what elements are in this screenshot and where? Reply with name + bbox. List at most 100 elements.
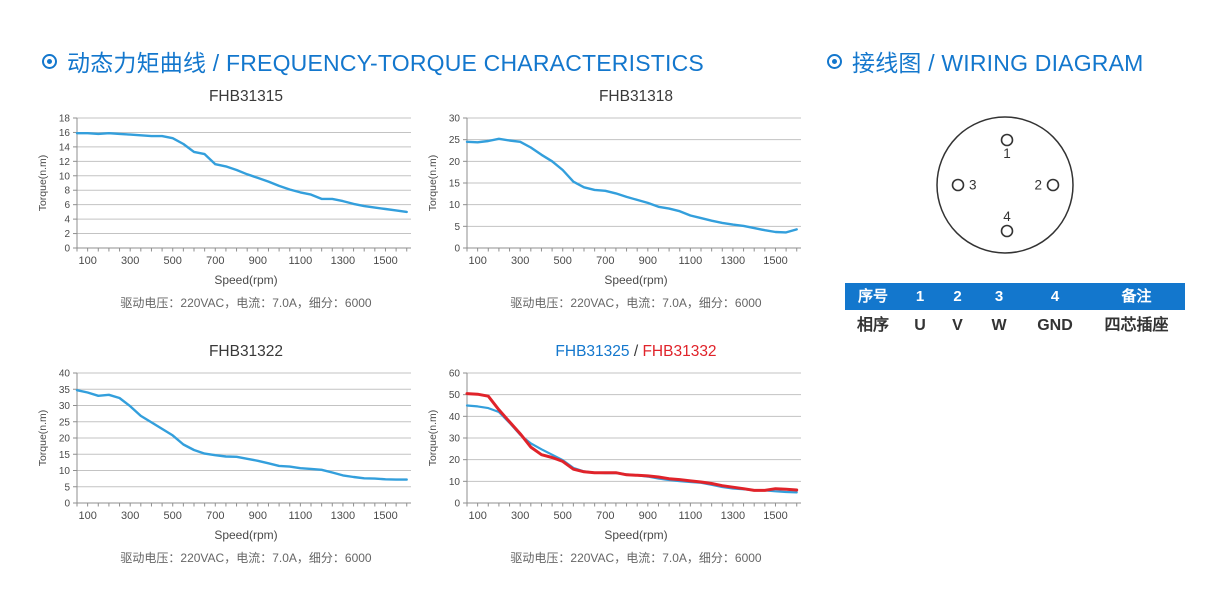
y-tick-label: 0 — [64, 244, 70, 255]
connector-shell-circle — [936, 116, 1074, 254]
y-tick-label: 30 — [449, 114, 461, 125]
y-tick-label: 10 — [59, 466, 71, 477]
chart-caption: 驱动电压：220VAC，电流：7.0A，细分：6000 — [510, 551, 762, 565]
pin-3-label: 3 — [969, 178, 977, 193]
x-tick-label: 1300 — [721, 255, 745, 267]
torque-curve-fhb31332 — [465, 392, 799, 492]
chart-fhb31322: FHB31322 0 5 10 15 20 25 30 35 40 100 300 500 700 900… — [35, 343, 417, 566]
x-tick-label: 700 — [596, 255, 614, 267]
body-cell-socket: 四芯插座 — [1104, 317, 1169, 334]
y-tick-label: 5 — [454, 222, 460, 233]
y-tick-label: 0 — [454, 244, 460, 255]
torque-speed-plot: 0 2 4 6 8 10 12 14 16 18 100 300 500 700 900 1100 1300 15… — [37, 114, 411, 267]
pin-2-label: 2 — [1034, 178, 1042, 193]
y-tick-label: 20 — [59, 434, 71, 445]
y-tick-label: 0 — [64, 499, 70, 510]
y-tick-label: 25 — [59, 417, 71, 428]
x-tick-label: 500 — [554, 255, 572, 267]
x-tick-label: 1500 — [373, 255, 397, 267]
circled-dot-icon — [42, 53, 57, 69]
y-tick-label: 10 — [449, 477, 461, 488]
y-tick-label: 6 — [64, 200, 70, 211]
x-tick-label: 1300 — [331, 510, 355, 522]
y-tick-label: 40 — [449, 412, 461, 423]
x-tick-label: 1100 — [289, 255, 313, 267]
wiring-table-header-row: 序号 1 2 3 4 备注 — [845, 283, 1185, 310]
x-tick-label: 700 — [596, 510, 614, 522]
x-tick-label: 300 — [121, 255, 139, 267]
y-tick-label: 35 — [59, 385, 71, 396]
chart-title-text: FHB31322 — [208, 343, 284, 360]
pin-1-icon — [1000, 133, 1014, 147]
y-tick-label: 20 — [449, 157, 461, 168]
x-tick-label: 500 — [164, 510, 182, 522]
chart-caption: 驱动电压：220VAC，电流：7.0A，细分：6000 — [120, 551, 372, 565]
torque-curve-fhb31325 — [465, 404, 798, 494]
pin-2-icon — [1046, 178, 1060, 192]
header-cell-1: 1 — [915, 288, 925, 305]
y-tick-label: 10 — [59, 171, 71, 182]
torque-speed-plot: 0 10 20 30 40 50 60 100 300 500 700 900 1100 1300 1500… — [427, 369, 801, 522]
chart-title-text: / — [629, 343, 643, 360]
chart-title-text: FHB31315 — [208, 88, 284, 105]
y-tick-label: 5 — [64, 482, 70, 493]
section-title-text: 动态力矩曲线 / FREQUENCY-TORQUE CHARACTERISTIC… — [67, 50, 704, 76]
x-tick-label: 300 — [511, 255, 529, 267]
body-cell-u: U — [914, 317, 926, 334]
chart-caption: 驱动电压：220VAC，电流：7.0A，细分：6000 — [510, 296, 762, 310]
pin-3-icon — [951, 178, 965, 192]
chart-title: FHB31318 — [425, 88, 807, 110]
x-axis-label: Speed(rpm) — [214, 528, 278, 542]
x-tick-label: 700 — [206, 510, 224, 522]
y-tick-label: 15 — [59, 450, 71, 461]
pin-1-label: 1 — [1003, 146, 1011, 161]
x-tick-label: 1100 — [679, 255, 703, 267]
x-tick-label: 1100 — [679, 510, 703, 522]
y-tick-label: 4 — [64, 215, 70, 226]
circled-dot-icon — [827, 53, 842, 69]
header-cell-3: 3 — [994, 288, 1004, 305]
section-title-wiring: 接线图 / WIRING DIAGRAM — [827, 44, 1144, 78]
x-axis-label: Speed(rpm) — [214, 273, 278, 287]
chart-title: FHB31315 — [35, 88, 417, 110]
body-cell-v: V — [952, 317, 963, 334]
x-tick-label: 700 — [206, 255, 224, 267]
header-cell-xuhao: 序号 — [857, 288, 888, 305]
chart-title: FHB31322 — [35, 343, 417, 365]
x-tick-label: 1500 — [763, 510, 787, 522]
y-tick-label: 30 — [59, 401, 71, 412]
x-tick-label: 500 — [554, 510, 572, 522]
torque-speed-plot: 0 5 10 15 20 25 30 35 40 100 300 500 700 900 1100 1300 1… — [37, 369, 411, 522]
chart-title-text: FHB31325 — [555, 343, 630, 360]
x-tick-label: 300 — [511, 510, 529, 522]
y-tick-label: 50 — [449, 390, 461, 401]
x-tick-label: 300 — [121, 510, 139, 522]
y-tick-label: 15 — [449, 179, 461, 190]
x-tick-label: 900 — [639, 255, 657, 267]
y-tick-label: 16 — [59, 128, 71, 139]
torque-curve-fhb31315 — [75, 132, 408, 214]
x-tick-label: 900 — [249, 510, 267, 522]
y-axis-title: Torque(n.m) — [427, 155, 439, 212]
y-axis-title: Torque(n.m) — [37, 155, 49, 212]
body-cell-w: W — [991, 317, 1007, 334]
pin-4-icon — [1000, 224, 1014, 238]
wiring-table: 序号 1 2 3 4 备注 相序 U V W GND 四芯插座 — [845, 283, 1185, 338]
x-tick-label: 900 — [249, 255, 267, 267]
chart-title-text: FHB31318 — [598, 88, 674, 105]
y-tick-label: 8 — [64, 186, 70, 197]
y-tick-label: 0 — [454, 499, 460, 510]
x-tick-label: 100 — [78, 255, 96, 267]
x-axis-label: Speed(rpm) — [604, 528, 668, 542]
header-cell-4: 4 — [1050, 288, 1060, 305]
x-axis-label: Speed(rpm) — [604, 273, 668, 287]
y-tick-label: 30 — [449, 434, 461, 445]
chart-title-text: FHB31332 — [642, 343, 717, 360]
pin-4-label: 4 — [1003, 209, 1011, 224]
torque-curve-fhb31322 — [75, 389, 408, 481]
x-tick-label: 1300 — [721, 510, 745, 522]
chart-caption: 驱动电压：220VAC，电流：7.0A，细分：6000 — [120, 296, 372, 310]
y-tick-label: 20 — [449, 455, 461, 466]
chart-title: FHB31325 / FHB31332 — [425, 343, 807, 365]
torque-speed-plot: 0 5 10 15 20 25 30 100 300 500 700 900 1100 1300 1500 T… — [427, 114, 801, 267]
